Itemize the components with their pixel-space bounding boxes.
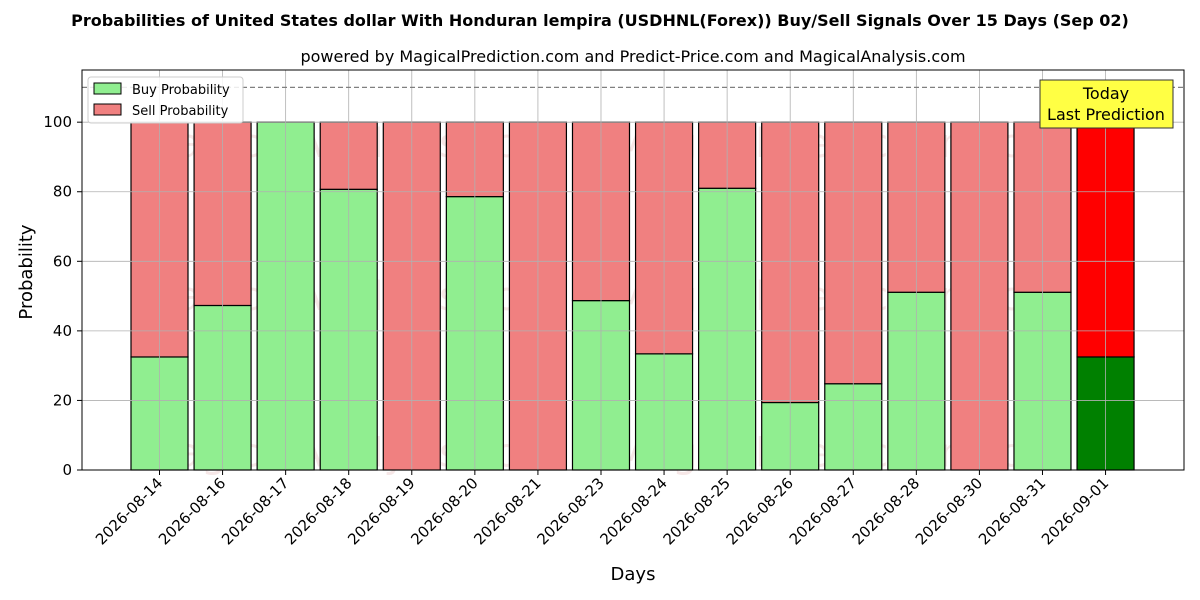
legend-label-sell: Sell Probability (132, 104, 229, 119)
y-tick-label: 20 (53, 391, 72, 409)
y-tick-label: 40 (53, 322, 72, 340)
legend-swatch-buy (93, 82, 122, 95)
x-tick-label: 2026-08-20 (407, 474, 481, 548)
x-tick-label: 2026-08-26 (723, 474, 797, 548)
today-annotation-line1: Today (1082, 84, 1129, 103)
plot-area: MagicalAnalysis.comMagicalPrediction.com… (43, 69, 1185, 548)
chart-title: Probabilities of United States dollar Wi… (71, 11, 1129, 30)
x-tick-label: 2026-08-23 (533, 474, 607, 548)
x-tick-label: 2026-08-18 (281, 474, 355, 548)
x-tick-label: 2026-08-31 (975, 474, 1049, 548)
x-tick-label: 2026-08-17 (218, 474, 292, 548)
legend-label-buy: Buy Probability (132, 83, 230, 98)
plot-frame (81, 69, 1185, 471)
x-axis-label: Days (611, 564, 656, 585)
y-tick-label: 0 (62, 461, 72, 479)
x-tick-label: 2026-08-16 (155, 474, 229, 548)
legend-swatch-sell (93, 103, 122, 116)
y-tick-label: 80 (53, 183, 72, 201)
today-annotation-box (1039, 79, 1174, 129)
x-tick-label: 2026-08-30 (912, 474, 986, 548)
today-annotation-line2: Last Prediction (1047, 105, 1165, 124)
y-tick-label: 60 (53, 252, 72, 270)
legend-box (87, 76, 244, 124)
chart-subtitle: powered by MagicalPrediction.com and Pre… (300, 47, 965, 66)
x-tick-label: 2026-08-27 (786, 474, 860, 548)
x-tick-label: 2026-08-28 (849, 474, 923, 548)
y-tick-label: 100 (43, 113, 72, 131)
x-tick-label: 2026-08-25 (660, 474, 734, 548)
y-axis-label: Probability (16, 224, 37, 319)
x-tick-label: 2026-08-14 (92, 474, 166, 548)
x-tick-label: 2026-08-24 (597, 474, 671, 548)
x-tick-label: 2026-08-19 (344, 474, 418, 548)
x-tick-label: 2026-09-01 (1038, 474, 1112, 548)
x-tick-label: 2026-08-21 (470, 474, 544, 548)
